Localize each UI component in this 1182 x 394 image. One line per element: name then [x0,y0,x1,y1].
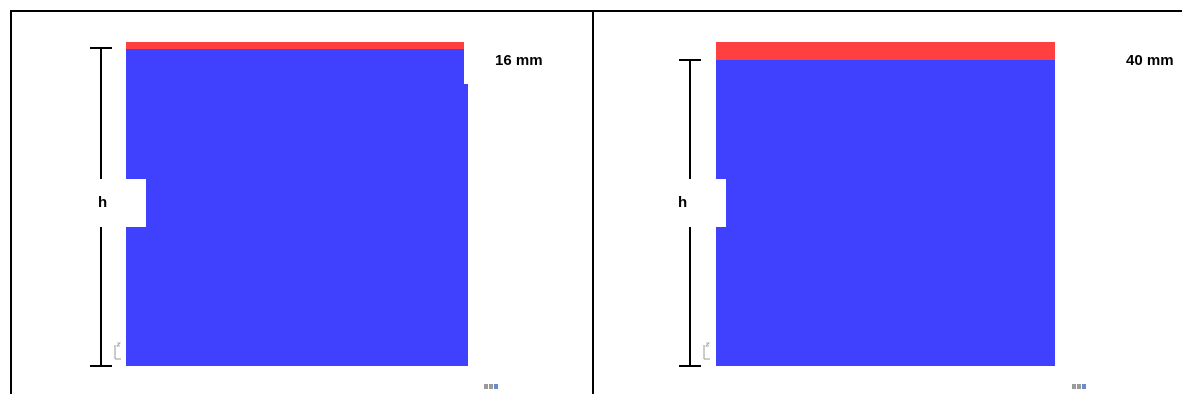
dimension-label: h [668,179,726,227]
center-divider [592,10,594,394]
axis-triad-icon [703,342,710,360]
blue-block [126,42,468,366]
dimension-bottom-tick [679,365,701,367]
left-border [10,10,12,394]
thickness-label: 16 mm [495,52,543,69]
red-layer [126,42,464,49]
top-border [10,10,1182,12]
software-logo-icon [484,384,498,389]
thickness-label: 40 mm [1126,52,1174,69]
software-logo-icon [1072,384,1086,389]
label-background [464,40,568,84]
dimension-label: h [88,179,146,227]
red-layer [716,42,1055,60]
axis-triad-icon [114,342,121,360]
dimension-bottom-tick [90,365,112,367]
blue-block [716,42,1055,366]
